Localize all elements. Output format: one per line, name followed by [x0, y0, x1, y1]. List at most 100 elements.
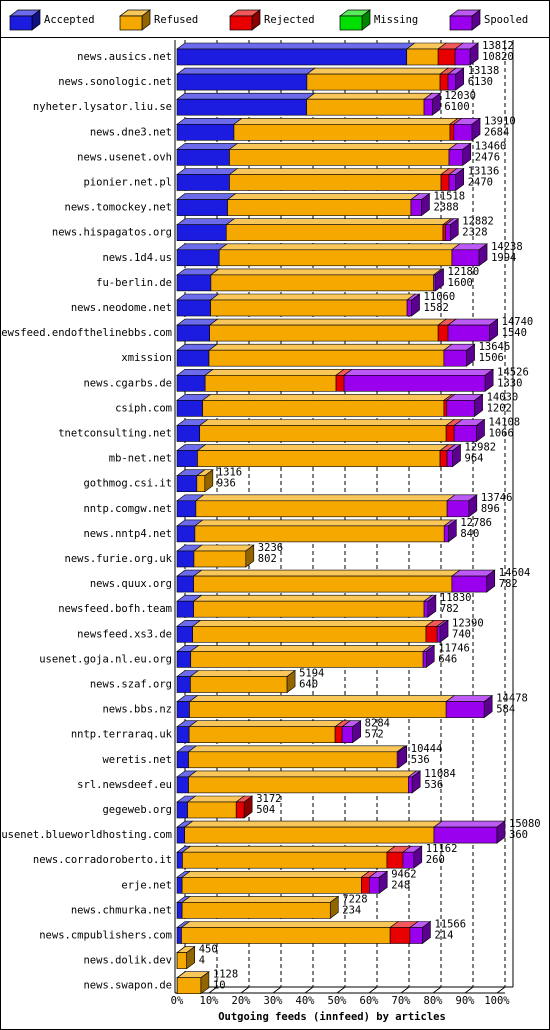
bar-segment: [453, 124, 473, 141]
bar-side: [478, 243, 488, 267]
accepted-label: 234: [342, 904, 361, 916]
bar-top: [233, 118, 459, 125]
bar-side: [484, 368, 494, 392]
total-label: 12882: [462, 216, 494, 228]
bar-segment: [233, 124, 451, 141]
total-label: 9462: [391, 868, 416, 880]
accepted-label: 1330: [497, 377, 522, 389]
legend-label: Accepted: [44, 14, 95, 26]
bar-segment: [443, 349, 467, 367]
bar-segment: [447, 324, 490, 342]
bar-top: [181, 845, 396, 853]
bar-side: [245, 544, 255, 568]
bar-side: [186, 945, 195, 970]
y-tick-label: news.sonologic.net: [58, 76, 172, 88]
bar-segment: [446, 500, 470, 518]
bar-segment: [343, 374, 486, 392]
accepted-label: 10820: [482, 51, 514, 63]
legend-swatch: [449, 15, 473, 31]
bar-segment: [193, 575, 453, 593]
x-tick-label: 30%: [264, 995, 284, 1007]
bar-segment: [176, 927, 182, 944]
accepted-label: 1202: [487, 402, 512, 414]
bar-segment: [437, 324, 449, 342]
legend-swatch: [119, 15, 143, 31]
bar-side: [476, 418, 485, 443]
total-label: 12982: [465, 442, 497, 454]
bar-segment: [176, 274, 212, 292]
y-tick-label: srl.newsdeef.eu: [77, 779, 172, 791]
y-tick-label: erje.net: [121, 879, 172, 891]
bar-segment: [188, 726, 336, 744]
bar-side: [425, 644, 435, 669]
bar-top: [306, 67, 449, 75]
bar-segment: [369, 876, 380, 894]
bar-segment: [196, 475, 206, 493]
tick-mark: [304, 986, 314, 994]
bar-side: [432, 92, 441, 116]
bar-side: [411, 770, 421, 794]
bar-segment: [181, 902, 331, 919]
total-label: 12390: [452, 617, 484, 629]
bar-segment: [406, 299, 412, 317]
bar-top: [176, 168, 239, 175]
bar-segment: [176, 500, 197, 518]
bar-top: [201, 394, 453, 401]
bar-top: [193, 544, 255, 552]
bar-segment: [192, 625, 427, 643]
bar-top: [192, 569, 461, 577]
accepted-label: 1506: [479, 352, 504, 364]
bar-segment: [181, 927, 391, 944]
total-label: 10444: [411, 743, 443, 755]
bar-segment: [187, 801, 237, 819]
bar-segment: [443, 400, 448, 417]
bar-segment: [443, 525, 449, 543]
legend-label: Missing: [374, 14, 418, 26]
bar-segment: [176, 149, 230, 166]
bar-side: [486, 569, 496, 593]
bar-segment: [176, 801, 188, 819]
legend-swatch: [339, 15, 363, 31]
bar-side: [200, 971, 210, 995]
total-label: 450: [199, 944, 218, 956]
bar-segment: [176, 249, 220, 267]
accepted-label: 740: [452, 628, 471, 640]
accepted-label: 782: [499, 578, 518, 590]
bar-side: [398, 745, 408, 769]
bar-segment: [193, 600, 425, 618]
x-tick-label: 40%: [296, 995, 316, 1007]
bar-segment: [176, 651, 192, 668]
y-tick-label: news.neodome.net: [71, 302, 172, 314]
bar-side: [474, 393, 483, 417]
bar-segment: [439, 73, 449, 91]
x-tick-label: 0%: [171, 995, 184, 1007]
bar-segment: [453, 425, 477, 442]
bar-top: [189, 645, 432, 652]
bar-segment: [181, 876, 362, 894]
bar-segment: [389, 927, 411, 944]
bar-segment: [176, 902, 183, 919]
y-tick-label: newsfeed.endofthelinebbs.com: [0, 327, 172, 339]
bar-top: [181, 870, 371, 878]
bar-side: [471, 117, 481, 141]
y-tick-label: usenet.blueworldhosting.com: [1, 829, 172, 841]
total-label: 1316: [217, 467, 242, 479]
bar-segment: [195, 500, 448, 518]
bar-segment: [386, 851, 404, 869]
x-tick-label: 90%: [456, 995, 476, 1007]
bar-segment: [436, 625, 441, 643]
bar-top: [204, 368, 345, 376]
legend-label: Spooled: [484, 14, 528, 26]
bar-segment: [451, 249, 480, 267]
bar-top: [209, 293, 416, 301]
bar-segment: [176, 826, 185, 844]
accepted-label: 782: [440, 603, 459, 615]
bar-segment: [188, 751, 398, 769]
y-tick-label: nntp.terraraq.uk: [71, 729, 173, 741]
bar-segment: [409, 927, 423, 944]
x-tick-label: 20%: [232, 995, 252, 1007]
y-tick-label: csiph.com: [115, 402, 172, 414]
bar-side: [452, 444, 461, 468]
bar-segment: [176, 550, 195, 568]
bar-top: [228, 168, 450, 175]
